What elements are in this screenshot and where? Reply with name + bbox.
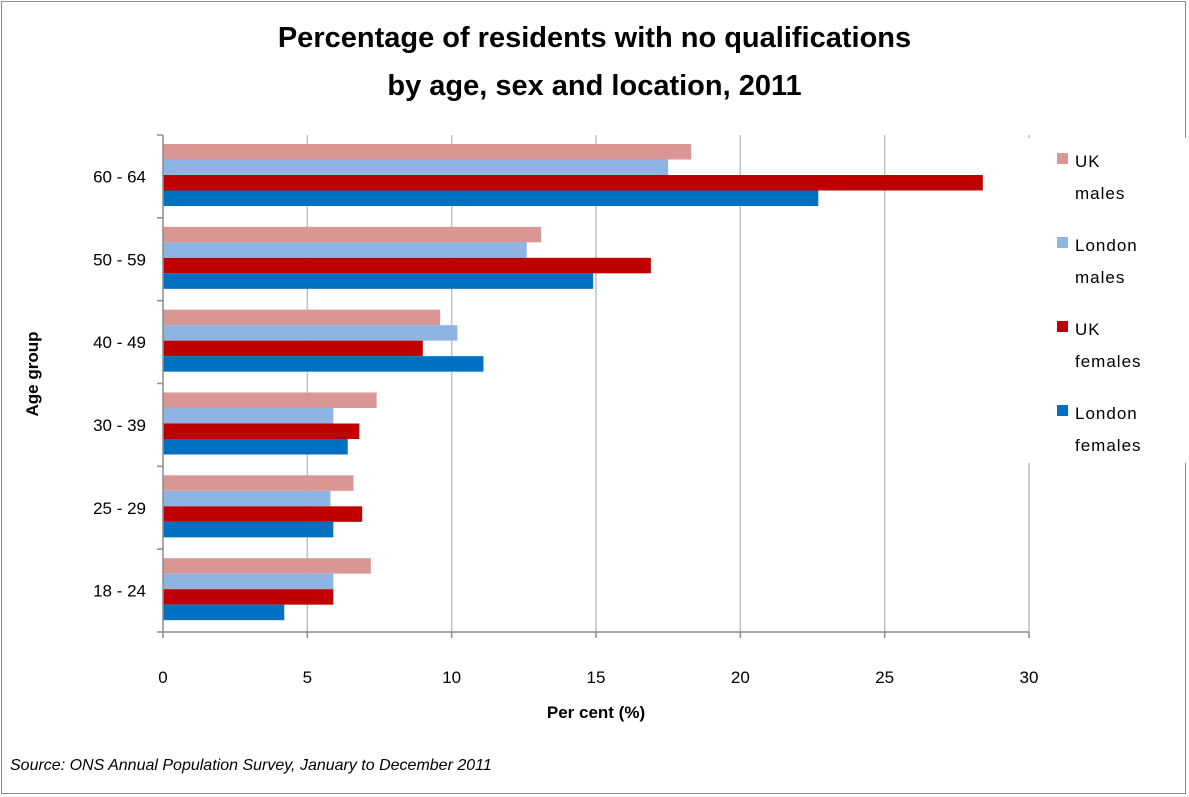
bar [163, 423, 360, 439]
bar [163, 257, 651, 274]
source-note: Source: ONS Annual Population Survey, Ja… [10, 757, 492, 774]
y-tick-label: 18 - 24 [93, 582, 146, 601]
x-tick-label: 30 [1020, 668, 1039, 687]
x-tick-label: 0 [158, 668, 167, 687]
bar [163, 356, 484, 372]
bar [163, 325, 458, 341]
bar [163, 309, 441, 326]
bar [163, 521, 334, 538]
legend: UK males London males UK females London females [1057, 152, 1142, 455]
bar [163, 439, 348, 455]
bar [163, 573, 334, 590]
bar [163, 175, 983, 191]
bar [163, 558, 371, 574]
legend-label: females [1075, 436, 1142, 455]
legend-swatch [1057, 237, 1068, 248]
legend-label: females [1075, 352, 1142, 371]
bars [163, 144, 983, 621]
bar [163, 490, 331, 507]
x-tick-label: 25 [875, 668, 894, 687]
legend-swatch [1057, 153, 1068, 164]
bar [163, 242, 527, 258]
bar [163, 226, 542, 243]
y-tick-label: 30 - 39 [93, 416, 146, 435]
y-tick-labels: 60 - 64 50 - 59 40 - 49 30 - 39 25 - 29 18 - … [93, 167, 146, 600]
x-tick-label: 15 [587, 668, 606, 687]
legend-box [1028, 138, 1188, 463]
bar [163, 392, 377, 408]
chart-title-line-1: Percentage of residents with no qualific… [277, 22, 912, 54]
y-tick-label: 60 - 64 [93, 167, 146, 186]
chart-title-line-2: by age, sex and location, 2011 [387, 70, 802, 102]
bar [163, 273, 594, 289]
axes [157, 134, 1030, 638]
bar [163, 604, 285, 621]
x-tick-label: 10 [442, 668, 461, 687]
x-tick-labels: 0 5 10 15 20 25 30 [158, 668, 1038, 687]
y-tick-label: 50 - 59 [93, 250, 146, 269]
bar [163, 159, 669, 175]
bar [163, 144, 692, 160]
y-axis-label: Age group [23, 332, 42, 417]
legend-label: males [1075, 184, 1125, 203]
bar [163, 408, 334, 424]
legend-swatch [1057, 405, 1068, 416]
bar [163, 506, 363, 522]
x-tick-label: 20 [731, 668, 750, 687]
x-axis-label: Per cent (%) [547, 703, 645, 722]
bar [163, 340, 423, 357]
y-tick-label: 40 - 49 [93, 333, 146, 352]
legend-swatch [1057, 321, 1068, 332]
bar [163, 475, 354, 491]
legend-label: UK [1075, 152, 1101, 171]
x-tick-label: 5 [303, 668, 312, 687]
y-tick-label: 25 - 29 [93, 499, 146, 518]
bar [163, 190, 819, 206]
legend-label: UK [1075, 320, 1101, 339]
legend-label: London [1075, 404, 1138, 423]
legend-label: males [1075, 268, 1125, 287]
legend-label: London [1075, 236, 1138, 255]
bar [163, 589, 334, 605]
